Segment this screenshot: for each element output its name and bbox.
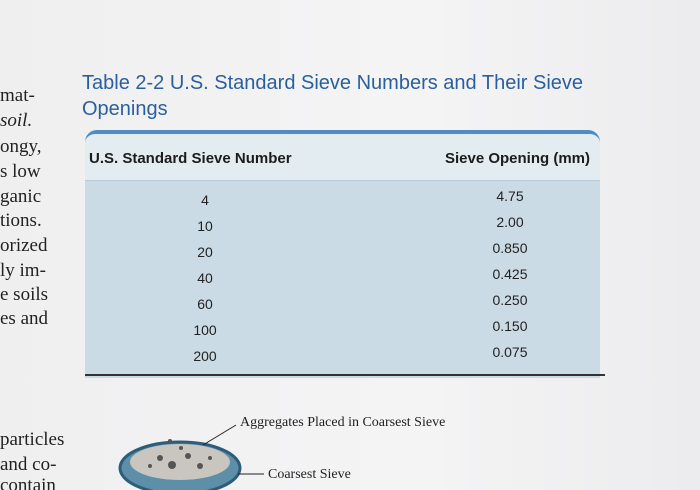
figure-label: Aggregates Placed in Coarsest Sieve	[240, 415, 446, 430]
margin-text: es and	[0, 308, 49, 329]
table-rule	[85, 374, 605, 376]
margin-text: ongy,	[0, 136, 42, 157]
margin-text: orized	[0, 235, 48, 256]
margin-text: e soils	[0, 284, 49, 305]
table-cell: 4.75	[496, 188, 524, 204]
table-cell: 20	[197, 244, 213, 260]
table-cell: 200	[193, 348, 217, 364]
margin-text: mat-	[0, 85, 35, 106]
margin-text: and co-	[0, 454, 57, 475]
figure-label: Coarsest Sieve	[268, 467, 351, 482]
aggregates	[130, 444, 230, 480]
table-cell: 0.850	[492, 240, 528, 256]
margin-text: ly im-	[0, 260, 46, 281]
margin-text: ganic	[0, 186, 42, 207]
table-cell: 0.075	[492, 344, 528, 360]
table-title: Table 2-2 U.S. Standard Sieve Numbers an…	[82, 72, 584, 120]
table-cell: 10	[197, 218, 213, 234]
column-header: Sieve Opening (mm)	[444, 150, 590, 167]
margin-text: tions.	[0, 210, 42, 231]
margin-text: contain	[0, 475, 56, 490]
table-cell: 60	[197, 296, 213, 312]
table: U.S. Standard Sieve Number Sieve Opening…	[85, 130, 600, 378]
margin-text: soil.	[0, 110, 33, 131]
table-cell: 4	[201, 192, 209, 208]
table-cell: 100	[193, 322, 217, 338]
table-cell: 0.250	[492, 292, 528, 308]
aggregate-dots	[148, 439, 212, 469]
table-cell: 2.00	[496, 214, 524, 230]
table-cell: 0.150	[492, 318, 528, 334]
table-cell: 0.425	[492, 266, 528, 282]
margin-text: s low	[0, 161, 41, 182]
leader-line	[202, 424, 237, 446]
margin-text: particles	[0, 429, 65, 450]
table-cell: 40	[197, 270, 213, 286]
table-header: U.S. Standard Sieve Number Sieve Opening…	[85, 134, 600, 181]
column-header: U.S. Standard Sieve Number	[89, 150, 292, 167]
